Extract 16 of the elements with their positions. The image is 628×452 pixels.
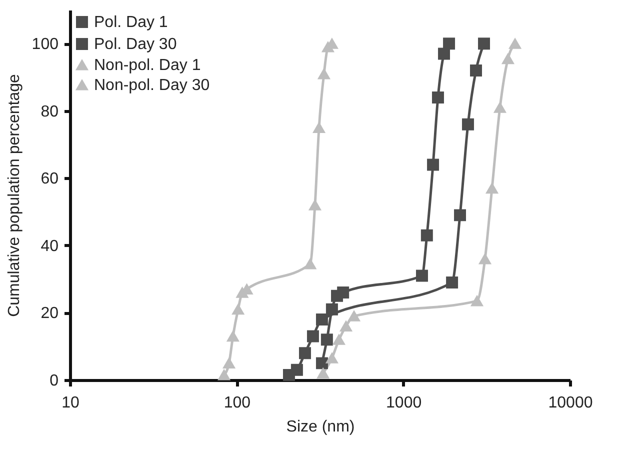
- legend-label: Pol. Day 30: [94, 36, 177, 53]
- legend-label: Non-pol. Day 1: [94, 57, 201, 74]
- y-tick-label: 60: [40, 170, 59, 188]
- y-axis-title: Cumulative population percentage: [6, 74, 23, 317]
- x-tick-label: 1000: [386, 394, 422, 412]
- x-axis-title: Size (nm): [286, 418, 355, 436]
- y-tick-label: 0: [50, 372, 59, 390]
- x-tick-label: 100: [224, 394, 251, 412]
- x-tick-label: 10000: [548, 394, 593, 412]
- y-tick-label: 20: [40, 305, 59, 322]
- x-tick-label: 10: [62, 394, 80, 412]
- legend-label: Pol. Day 1: [94, 14, 168, 31]
- y-tick-label: 80: [40, 103, 59, 120]
- y-tick-label: 40: [40, 238, 59, 255]
- legend-label: Non-pol. Day 30: [94, 77, 210, 94]
- y-tick-label: 100: [32, 36, 59, 54]
